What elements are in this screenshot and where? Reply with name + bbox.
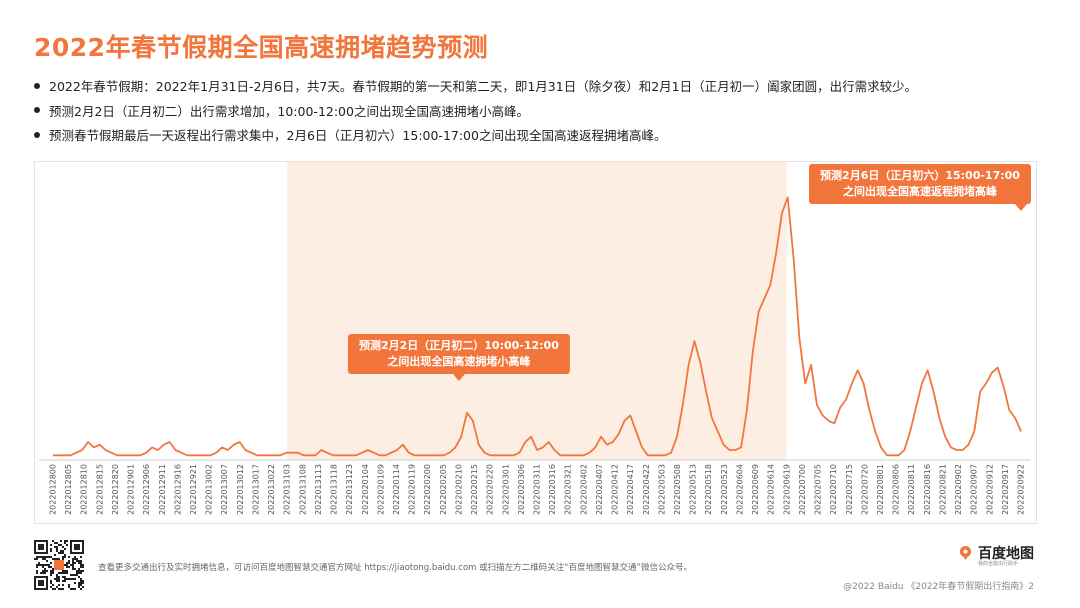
x-tick-label: 2022020614: [767, 464, 776, 515]
x-tick-label: 2022020301: [501, 464, 510, 515]
x-tick-label: 2022012820: [111, 464, 120, 515]
qr-code-icon: [34, 540, 84, 590]
x-tick-label: 2022020513: [689, 464, 698, 515]
peak-annotation: 预测2月6日（正月初六）15:00-17:00 之间出现全国高速返程拥堵高峰: [809, 164, 1031, 211]
chart-panel: 2022012800 2022012805 2022012810 2022012815…: [34, 161, 1037, 524]
x-tick-label: 2022020503: [657, 464, 666, 515]
x-tick-label: 2022013012: [236, 464, 245, 515]
x-tick-label: 2022013118: [330, 464, 339, 515]
x-tick-label: 2022020705: [814, 464, 823, 515]
x-tick-label: 2022020619: [782, 464, 791, 515]
x-tick-label: 2022020311: [533, 464, 542, 515]
x-tick-label: 2022020720: [860, 464, 869, 515]
x-tick-label: 2022020907: [970, 464, 979, 515]
x-tick-label: 2022020508: [673, 464, 682, 515]
x-tick-label: 2022012921: [189, 464, 198, 515]
x-tick-label: 2022020109: [376, 464, 385, 515]
x-tick-label: 2022020801: [876, 464, 885, 515]
series-line: [53, 196, 1022, 457]
x-tick-label: 2022012810: [80, 464, 89, 515]
x-tick-label: 2022020215: [470, 464, 479, 515]
annotation-text: 之间出现全国高速拥堵小高峰: [387, 354, 531, 368]
bullet-dot-icon: [34, 107, 40, 113]
footer-note: 查看更多交通出行及实时拥堵信息，可访问百度地图智慧交通官方网址 https://…: [98, 563, 692, 573]
annotation-text: 预测2月2日（正月初二）10:00-12:00: [359, 338, 559, 352]
x-tick-label: 2022012815: [95, 464, 104, 515]
x-tick-label: 2022012906: [142, 464, 151, 515]
x-tick-label: 2022020518: [704, 464, 713, 515]
map-pin-icon: [959, 545, 972, 560]
x-tick-label: 2022020321: [564, 464, 573, 515]
x-tick-label: 2022020715: [845, 464, 854, 515]
x-tick-label: 2022013022: [267, 464, 276, 515]
x-tick-label: 2022013113: [314, 464, 323, 515]
x-tick-label: 2022013007: [220, 464, 229, 515]
x-tick-label: 2022020220: [486, 464, 495, 515]
peak-annotation: 预测2月2日（正月初二）10:00-12:00 之间出现全国高速拥堵小高峰: [347, 334, 570, 381]
x-tick-label: 2022013123: [345, 464, 354, 515]
holiday-band: [287, 162, 787, 460]
annotation-box: [809, 164, 1031, 204]
x-tick-label: 2022020407: [595, 464, 604, 515]
x-tick-label: 2022020816: [923, 464, 932, 515]
annotation-text: 预测2月6日（正月初六）15:00-17:00: [820, 168, 1020, 182]
x-tick-label: 2022020205: [439, 464, 448, 515]
x-tick-label: 2022020523: [720, 464, 729, 515]
page-title: 2022年春节假期全国高速拥堵趋势预测: [34, 33, 489, 62]
x-tick-label: 2022020710: [829, 464, 838, 515]
x-tick-label: 2022012805: [64, 464, 73, 515]
x-tick-label: 2022013002: [205, 464, 214, 515]
x-tick-label: 2022020316: [548, 464, 557, 515]
x-tick-label: 2022020917: [1001, 464, 1010, 515]
x-tick-label: 2022020811: [907, 464, 916, 515]
x-tick-label: 2022020912: [985, 464, 994, 515]
bullet-dot-icon: [34, 131, 40, 138]
x-tick-label: 2022012800: [49, 464, 58, 515]
x-tick-label: 2022020119: [408, 464, 417, 515]
x-tick-label: 2022020210: [454, 464, 463, 515]
x-tick-label: 2022020902: [954, 464, 963, 515]
logo-slogan: 我的全能出行助手: [978, 561, 1019, 567]
annotation-text: 之间出现全国高速返程拥堵高峰: [843, 184, 998, 198]
x-tick-label: 2022020821: [938, 464, 947, 515]
bullet-item: 预测春节假期最后一天返程出行需求集中，2月6日（正月初六）15:00-17:00…: [34, 124, 917, 149]
x-tick-label: 2022020422: [642, 464, 651, 515]
x-tick-label: 2022020806: [892, 464, 901, 515]
congestion-trend-chart: 2022012800 2022012805 2022012810 2022012815…: [39, 162, 1031, 515]
x-tick-label: 2022020922: [1017, 464, 1026, 515]
annotation-box: [347, 334, 570, 374]
bullet-item: 2022年春节假期：2022年1月31日-2月6日，共7天。春节假期的第一天和第…: [34, 75, 917, 100]
x-tick-label: 2022020417: [626, 464, 635, 515]
bullet-dot-icon: [34, 82, 40, 89]
x-tick-label: 2022013108: [298, 464, 307, 515]
x-tick-label: 2022020412: [611, 464, 620, 515]
logo-name: 百度地图: [978, 546, 1034, 562]
annotation-pointer: [1015, 204, 1027, 211]
summary-bullets: 2022年春节假期：2022年1月31日-2月6日，共7天。春节假期的第一天和第…: [34, 75, 917, 149]
x-tick-label: 2022020700: [798, 464, 807, 515]
x-tick-label: 2022020402: [579, 464, 588, 515]
x-tick-label: 2022020114: [392, 464, 401, 515]
x-tick-label: 2022020604: [735, 464, 744, 515]
x-tick-label: 2022012901: [127, 464, 136, 515]
x-tick-label: 2022020306: [517, 464, 526, 515]
copyright: @2022 Baidu 《2022年春节假期出行指南》2: [843, 582, 1034, 592]
x-tick-label: 2022013103: [283, 464, 292, 515]
x-tick-label: 2022020200: [423, 464, 432, 515]
x-tick-label: 2022020104: [361, 464, 370, 515]
x-tick-label: 2022020609: [751, 464, 760, 515]
x-tick-label: 2022012911: [158, 464, 167, 515]
x-tick-label: 2022013017: [251, 464, 260, 515]
bullet-item: 预测2月2日（正月初二）出行需求增加，10:00-12:00之间出现全国高速拥堵…: [34, 100, 917, 125]
annotation-pointer: [452, 374, 465, 381]
x-tick-label: 2022012916: [173, 464, 182, 515]
